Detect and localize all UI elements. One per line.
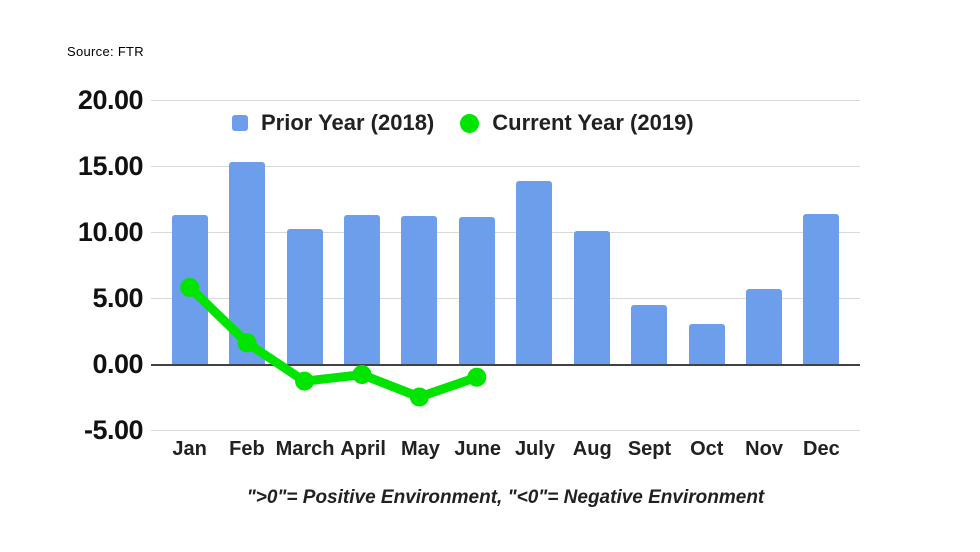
chart-legend: Prior Year (2018) Current Year (2019) xyxy=(232,110,694,136)
gridline xyxy=(151,430,860,431)
bar-column-sept xyxy=(620,100,677,430)
bar-column-nov xyxy=(735,100,792,430)
x-tick-label: July xyxy=(514,438,555,460)
bar-column-june xyxy=(448,100,505,430)
x-tick-label: Jan xyxy=(172,438,207,460)
bar-column-may xyxy=(391,100,448,430)
data-point xyxy=(180,277,200,297)
legend-swatch-circle-icon xyxy=(460,113,480,133)
x-tick-label: April xyxy=(340,438,386,460)
bar-sept xyxy=(631,304,668,364)
source-label: Source: FTR xyxy=(67,44,144,59)
y-axis-labels: 20.00 15.00 10.00 5.00 0.00 -5.00 xyxy=(0,85,144,445)
data-point xyxy=(352,365,372,385)
legend-item-prior-year: Prior Year (2018) xyxy=(232,110,434,136)
x-tick-label: Nov xyxy=(745,438,783,460)
bar-column-aug xyxy=(563,100,620,430)
bar-oct xyxy=(688,324,725,364)
data-point xyxy=(467,367,487,387)
bar-july xyxy=(516,180,553,364)
line-series xyxy=(180,277,487,407)
gridline xyxy=(151,298,860,299)
legend-label: Current Year (2019) xyxy=(492,110,694,135)
y-tick-label: 10.00 xyxy=(77,217,144,247)
bar-nov xyxy=(745,288,782,364)
gridline xyxy=(151,100,860,101)
bar-april xyxy=(343,214,380,364)
y-tick-label: 5.00 xyxy=(92,283,143,313)
legend-swatch-square-icon xyxy=(232,115,248,131)
y-tick-label: 20.00 xyxy=(77,85,144,115)
x-tick-label: Sept xyxy=(627,438,672,460)
y-tick-label: 0.00 xyxy=(92,349,143,379)
bar-column-july xyxy=(506,100,563,430)
bar-june xyxy=(458,217,495,364)
zero-gridline xyxy=(151,364,860,366)
bar-column-april xyxy=(333,100,390,430)
data-point xyxy=(409,387,429,407)
line-path xyxy=(185,282,482,402)
bar-series xyxy=(161,100,850,430)
bar-column-oct xyxy=(678,100,735,430)
legend-label: Prior Year (2018) xyxy=(261,110,435,135)
bar-may xyxy=(401,216,438,364)
plot-gridlines xyxy=(151,100,860,431)
bar-dec xyxy=(803,213,840,364)
gridline xyxy=(151,166,860,167)
bar-march xyxy=(286,229,323,364)
x-tick-label: Dec xyxy=(803,438,840,460)
data-point xyxy=(237,333,257,353)
x-tick-label: May xyxy=(400,438,440,460)
bar-column-dec xyxy=(793,100,850,430)
bar-aug xyxy=(573,230,610,364)
x-axis-labels: Jan Feb March April May June July Aug Sept Oct Nov… xyxy=(161,438,850,461)
x-tick-label: Aug xyxy=(572,438,612,460)
chart-caption: ">0"= Positive Environment, "<0"= Negati… xyxy=(246,487,765,508)
x-tick-label: Feb xyxy=(229,438,265,460)
x-tick-label: March xyxy=(275,438,335,460)
data-point xyxy=(295,371,315,391)
y-tick-label: 15.00 xyxy=(77,151,144,181)
x-tick-label: Oct xyxy=(690,438,724,460)
y-tick-label: -5.00 xyxy=(83,415,144,445)
bar-column-march xyxy=(276,100,333,430)
x-tick-label: June xyxy=(454,438,502,460)
gridline xyxy=(151,232,860,233)
legend-item-current-year: Current Year (2019) xyxy=(460,110,694,136)
